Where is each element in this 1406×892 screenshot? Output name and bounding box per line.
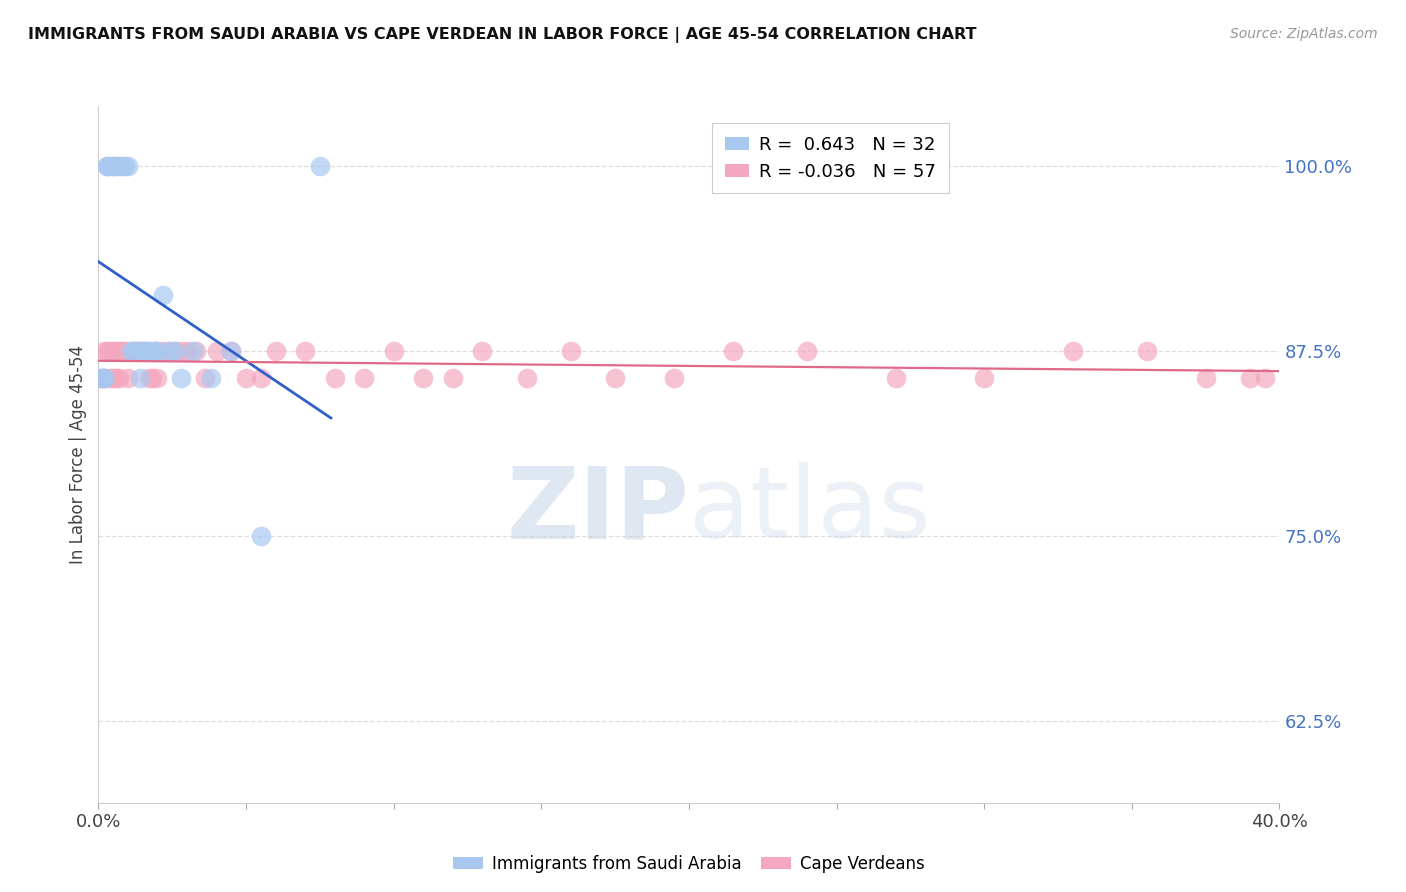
Point (141, 344, 163, 359)
Point (152, 288, 174, 302)
Legend: R =  0.643   N = 32, R = -0.036   N = 57: R = 0.643 N = 32, R = -0.036 N = 57 (713, 123, 949, 194)
Point (664, 371, 686, 385)
Point (143, 344, 166, 359)
Point (412, 371, 434, 385)
Point (219, 344, 242, 359)
Point (93, 344, 115, 359)
Point (93, 371, 115, 385)
Point (515, 371, 537, 385)
Point (170, 344, 193, 359)
Point (114, 344, 136, 359)
Point (98, 371, 121, 385)
Point (93, 371, 115, 385)
Point (170, 371, 193, 385)
Point (1135, 344, 1157, 359)
Point (181, 344, 204, 359)
Point (796, 344, 818, 359)
Point (1254, 371, 1277, 385)
Point (96, 159, 118, 173)
Point (200, 371, 222, 385)
Point (138, 344, 160, 359)
Text: Source: ZipAtlas.com: Source: ZipAtlas.com (1230, 27, 1378, 41)
Point (90, 371, 112, 385)
Point (973, 371, 995, 385)
Point (884, 371, 907, 385)
Point (353, 371, 375, 385)
Point (125, 344, 148, 359)
Point (105, 344, 128, 359)
Point (132, 344, 155, 359)
Point (114, 159, 136, 173)
Point (176, 344, 198, 359)
Point (128, 371, 150, 385)
Point (117, 159, 139, 173)
Y-axis label: In Labor Force | Age 45-54: In Labor Force | Age 45-54 (69, 345, 87, 565)
Point (157, 344, 180, 359)
Point (205, 344, 228, 359)
Point (152, 344, 174, 359)
Point (250, 371, 273, 385)
Point (157, 344, 180, 359)
Point (294, 344, 316, 359)
Point (250, 529, 273, 543)
Point (721, 344, 744, 359)
Point (194, 371, 217, 385)
Point (382, 344, 405, 359)
Point (135, 344, 157, 359)
Point (105, 159, 128, 173)
Point (138, 371, 160, 385)
Text: IMMIGRANTS FROM SAUDI ARABIA VS CAPE VERDEAN IN LABOR FORCE | AGE 45-54 CORRELAT: IMMIGRANTS FROM SAUDI ARABIA VS CAPE VER… (28, 27, 977, 43)
Point (103, 344, 125, 359)
Point (122, 344, 145, 359)
Point (264, 344, 287, 359)
Point (122, 344, 145, 359)
Point (111, 159, 134, 173)
Point (111, 344, 134, 359)
Point (120, 344, 142, 359)
Text: atlas: atlas (689, 462, 931, 559)
Point (108, 344, 131, 359)
Point (125, 344, 148, 359)
Legend: Immigrants from Saudi Arabia, Cape Verdeans: Immigrants from Saudi Arabia, Cape Verde… (447, 848, 931, 880)
Text: ZIP: ZIP (506, 462, 689, 559)
Point (471, 344, 494, 359)
Point (165, 344, 187, 359)
Point (117, 371, 139, 385)
Point (128, 344, 150, 359)
Point (135, 344, 157, 359)
Point (96, 344, 118, 359)
Point (103, 371, 125, 385)
Point (105, 371, 128, 385)
Point (103, 159, 125, 173)
Point (605, 371, 627, 385)
Point (560, 344, 582, 359)
Point (146, 344, 169, 359)
Point (108, 159, 131, 173)
Point (165, 344, 187, 359)
Point (184, 344, 207, 359)
Point (1239, 371, 1261, 385)
Point (219, 344, 242, 359)
Point (1062, 344, 1084, 359)
Point (96, 159, 118, 173)
Point (309, 159, 332, 173)
Point (235, 371, 257, 385)
Point (120, 344, 142, 359)
Point (98, 159, 121, 173)
Point (441, 371, 464, 385)
Point (141, 371, 163, 385)
Point (146, 371, 169, 385)
Point (103, 159, 125, 173)
Point (90, 371, 112, 385)
Point (323, 371, 346, 385)
Point (1195, 371, 1218, 385)
Point (98, 344, 121, 359)
Point (132, 344, 155, 359)
Point (108, 371, 131, 385)
Point (143, 344, 166, 359)
Point (93, 371, 115, 385)
